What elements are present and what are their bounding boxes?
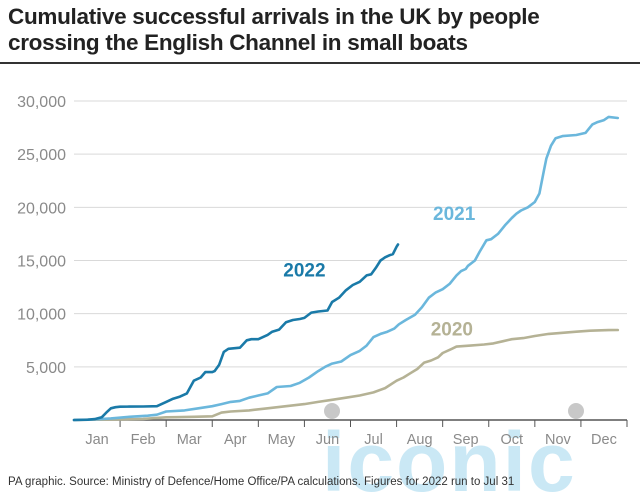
gridlines — [74, 100, 627, 368]
title-divider — [0, 62, 640, 64]
x-tick-label-aug: Aug — [407, 432, 433, 448]
y-tick-label: 30,000 — [17, 94, 66, 111]
series-line-2021 — [72, 115, 620, 422]
series-label-2021: 2021 — [433, 204, 476, 225]
series-line-2022 — [72, 243, 400, 422]
series-labels: 2020 2021 2022 — [283, 204, 475, 340]
x-tick-label-jan: Jan — [85, 432, 108, 448]
y-tick-label: 10,000 — [17, 307, 66, 324]
chart-title: Cumulative successful arrivals in the UK… — [8, 4, 540, 55]
x-tick-label-dec: Dec — [591, 432, 617, 448]
x-tick-label-nov: Nov — [545, 432, 572, 448]
x-tick-label-jul: Jul — [364, 432, 383, 448]
x-tick-label-may: May — [268, 432, 296, 448]
source-note: PA graphic. Source: Ministry of Defence/… — [8, 476, 515, 488]
y-tick-label: 20,000 — [17, 200, 66, 217]
x-tick-label-oct: Oct — [501, 432, 524, 448]
series-label-2022: 2022 — [283, 260, 325, 281]
series — [72, 115, 620, 422]
x-tick-label-feb: Feb — [131, 432, 156, 448]
series-label-2020: 2020 — [431, 319, 473, 340]
watermark-dot-left — [324, 403, 340, 419]
y-tick-label: 5,000 — [26, 360, 66, 377]
y-tick-label: 15,000 — [17, 254, 66, 271]
x-tick-label-mar: Mar — [177, 432, 202, 448]
x-tick-label-sep: Sep — [453, 432, 479, 448]
watermark: iconic — [322, 403, 584, 501]
x-tick-label-jun: Jun — [316, 432, 339, 448]
y-tick-label: 25,000 — [17, 147, 66, 164]
series-line-2020 — [72, 328, 620, 422]
watermark-dot-right — [568, 403, 584, 419]
watermark-text: iconic — [322, 415, 577, 501]
axes: 5,000 10,000 15,000 20,000 25,000 30,000 Jan Fe… — [17, 94, 628, 448]
x-tick-label-apr: Apr — [224, 432, 247, 448]
